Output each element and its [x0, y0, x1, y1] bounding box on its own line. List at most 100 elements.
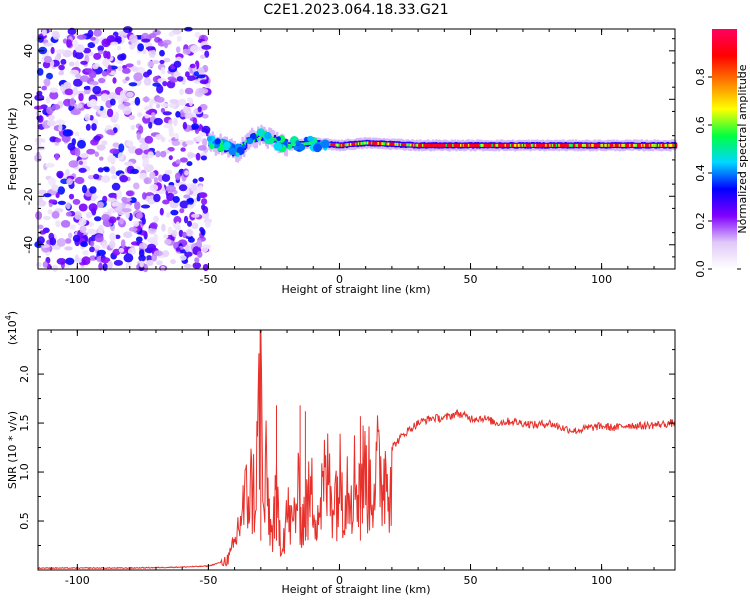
carrier-core-cell: [373, 141, 376, 145]
noise-cell: [179, 200, 190, 209]
noise-cell: [145, 46, 156, 51]
noise-cell: [101, 214, 110, 222]
noise-cell: [137, 43, 145, 52]
noise-cell: [160, 136, 166, 143]
noise-cell: [164, 42, 168, 49]
noise-cell: [130, 124, 136, 131]
carrier-core-cell: [433, 143, 436, 147]
noise-cell: [200, 54, 206, 59]
noise-cell: [96, 249, 106, 256]
noise-cell: [117, 65, 123, 72]
noise-cell: [197, 106, 202, 113]
noise-cell: [153, 117, 163, 126]
noise-cell: [89, 186, 97, 194]
noise-cell: [73, 78, 83, 87]
carrier-core-cell: [524, 143, 527, 147]
noise-cell: [113, 259, 123, 266]
carrier-core-cell: [555, 143, 558, 147]
carrier-core-cell: [667, 143, 670, 147]
carrier-core-cell: [352, 142, 355, 146]
noise-cell: [134, 96, 141, 106]
noise-cell: [155, 150, 161, 158]
carrier-core-cell: [660, 143, 663, 147]
carrier-core-cell: [551, 143, 554, 147]
noise-cell: [133, 182, 140, 190]
noise-cell: [173, 117, 178, 127]
carrier-core-cell: [401, 143, 404, 146]
carrier-core-cell: [580, 143, 583, 147]
noise-cell: [157, 174, 164, 182]
carrier-core-cell: [419, 143, 422, 147]
noise-cell: [98, 262, 103, 271]
carrier-core-cell: [306, 142, 309, 145]
carrier-core-cell: [272, 137, 275, 141]
carrier-core-cell: [403, 143, 406, 147]
carrier-core-cell: [474, 143, 477, 147]
noise-cell: [78, 203, 88, 212]
noise-cell: [153, 215, 160, 223]
noise-cell: [74, 176, 85, 185]
carrier-core-cell: [512, 143, 515, 147]
carrier-core-cell: [600, 143, 603, 147]
carrier-core-cell: [470, 143, 473, 147]
carrier-core-cell: [302, 142, 305, 146]
noise-cell: [178, 229, 184, 238]
carrier-core-cell: [584, 143, 587, 147]
carrier-core-cell: [436, 143, 439, 147]
carrier-core-cell: [378, 142, 381, 145]
noise-cell: [136, 212, 143, 219]
noise-cell: [98, 50, 104, 55]
noise-cell: [123, 253, 134, 263]
noise-cell: [179, 208, 185, 214]
carrier-core-cell: [330, 143, 333, 146]
carrier-core-cell: [308, 142, 311, 145]
carrier-core-cell: [475, 143, 478, 147]
carrier-core-cell: [365, 141, 368, 145]
noise-cell: [183, 194, 191, 199]
noise-cell: [125, 63, 134, 68]
noise-cell: [153, 177, 159, 184]
noise-cell: [176, 76, 184, 82]
noise-cell: [42, 261, 48, 268]
noise-cell: [65, 257, 75, 265]
carrier-core-cell: [571, 143, 574, 147]
noise-cell: [185, 71, 190, 78]
carrier-core-cell: [545, 143, 548, 147]
carrier-core-cell: [618, 143, 621, 147]
noise-cell: [107, 64, 112, 74]
noise-cell: [60, 220, 71, 228]
noise-cell: [162, 111, 172, 116]
carrier-core-cell: [508, 143, 511, 147]
carrier-core-cell: [511, 143, 514, 147]
colorbar-tick-label: 0.6: [694, 116, 707, 134]
noise-cell: [198, 177, 205, 182]
noise-cell: [121, 196, 128, 203]
noise-cell: [149, 222, 158, 229]
carrier-core-cell: [633, 143, 636, 147]
noise-cell: [149, 171, 156, 179]
noise-cell: [173, 60, 182, 68]
noise-cell: [149, 98, 154, 107]
carrier-core-cell: [647, 143, 650, 147]
noise-cell: [141, 38, 151, 43]
noise-cell: [195, 152, 201, 161]
carrier-core-cell: [625, 143, 628, 147]
carrier-core-cell: [424, 143, 427, 147]
noise-cell: [62, 129, 73, 137]
carrier-core-cell: [546, 143, 549, 147]
carrier-core-cell: [558, 143, 561, 147]
carrier-core-cell: [576, 143, 579, 147]
noise-cell: [141, 217, 146, 225]
noise-cell: [109, 98, 116, 106]
noise-cell: [93, 28, 102, 37]
noise-cell: [126, 140, 134, 147]
snr-series-line: [37, 329, 676, 570]
noise-cell: [100, 257, 111, 264]
noise-cell: [36, 236, 45, 245]
carrier-core-cell: [498, 143, 501, 147]
carrier-core-cell: [526, 143, 530, 147]
noise-cell: [36, 68, 44, 76]
noise-cell: [128, 145, 137, 154]
noise-cell: [183, 263, 192, 269]
noise-cell: [55, 138, 62, 143]
